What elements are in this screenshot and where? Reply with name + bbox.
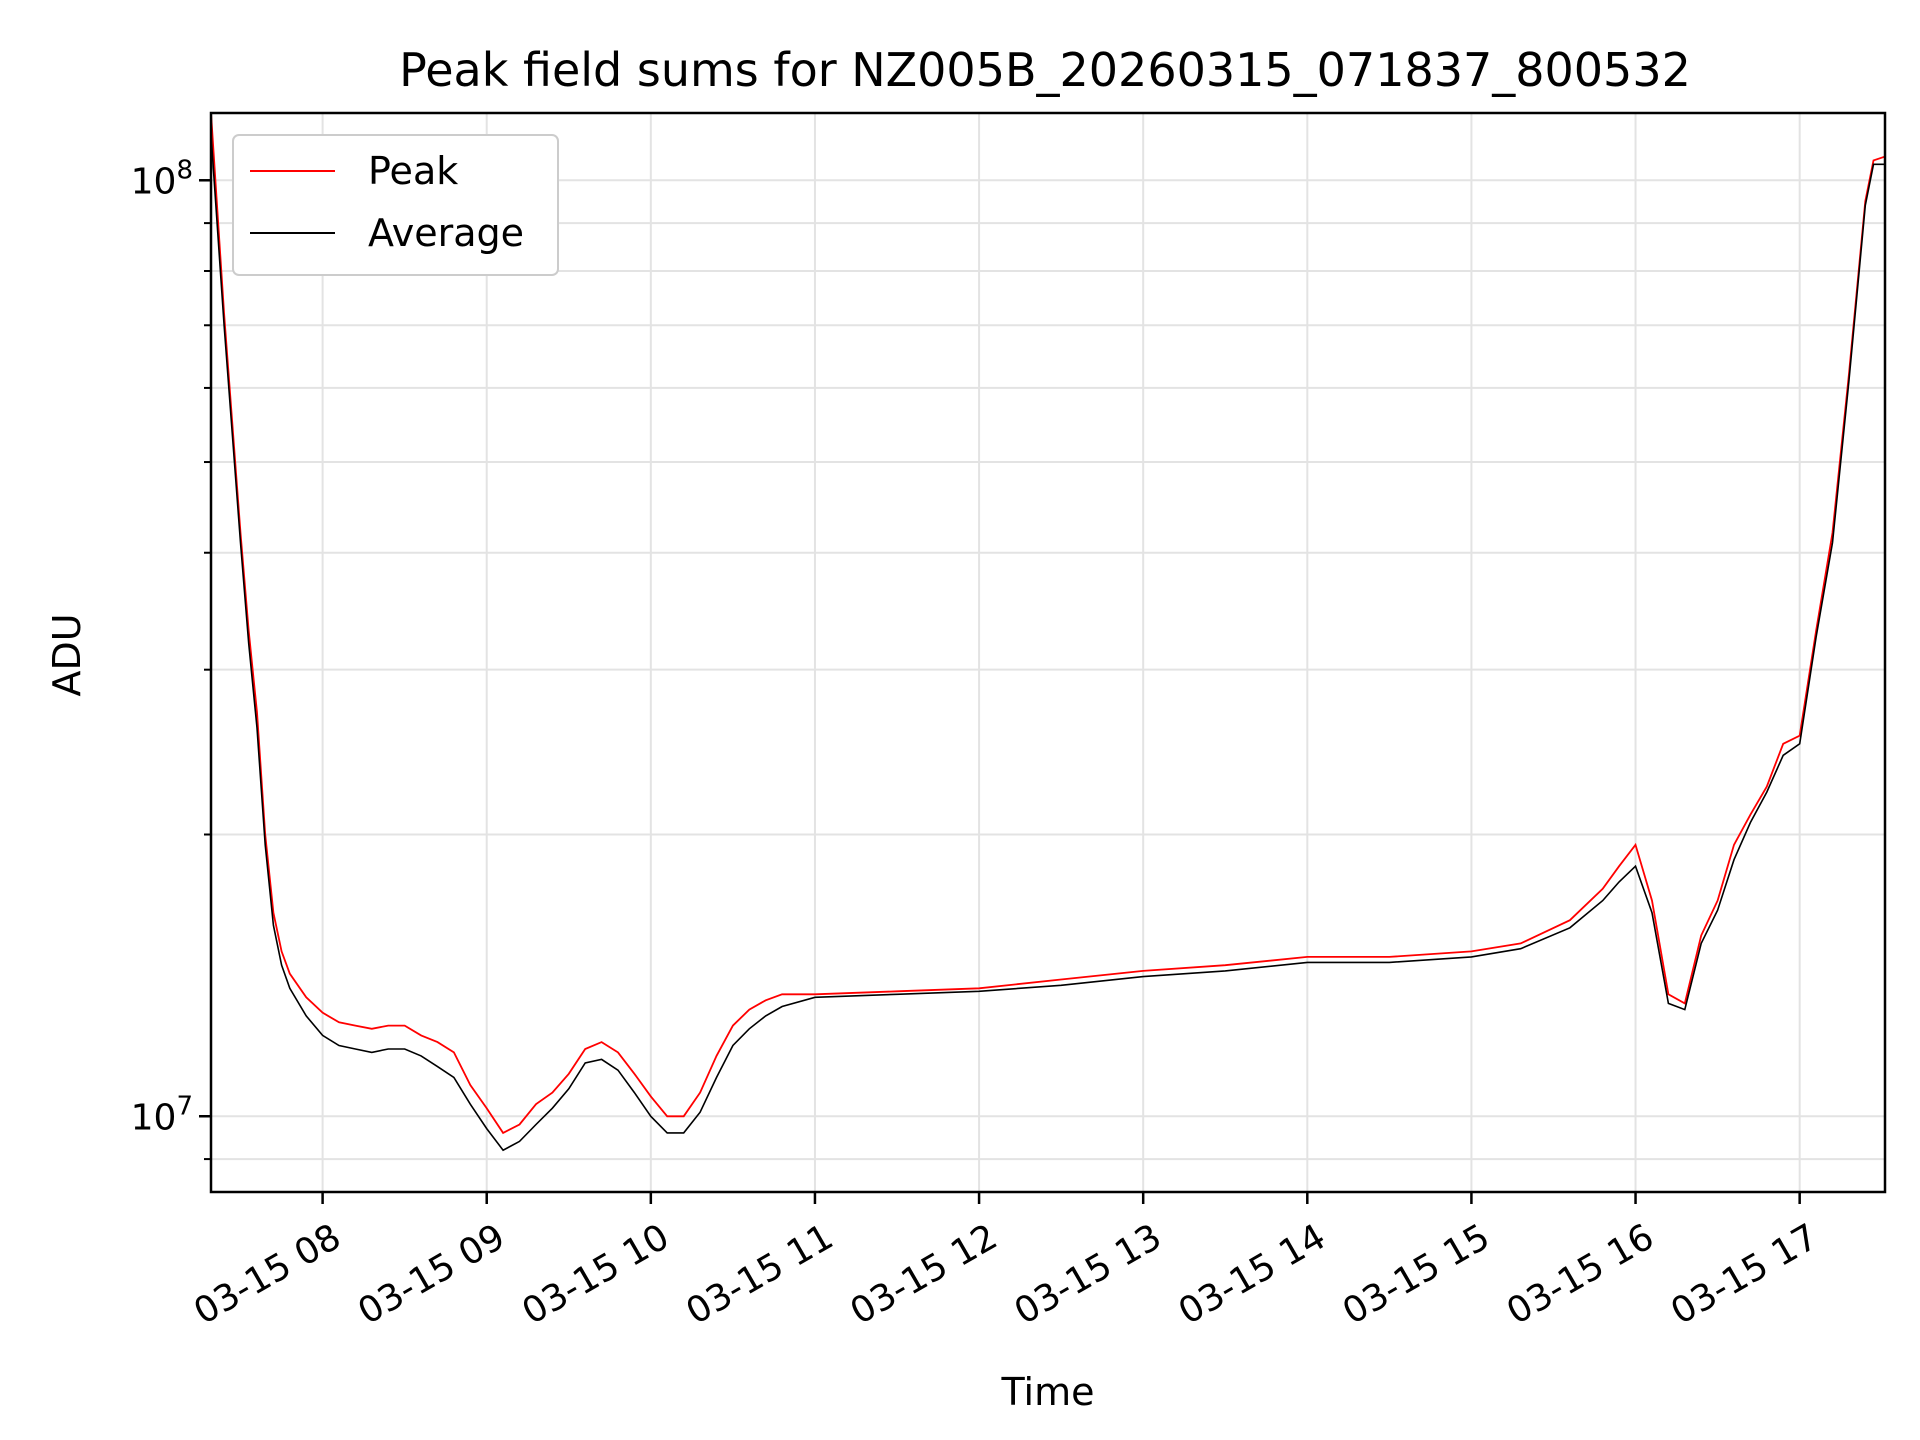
- y-axis-label: ADU: [45, 613, 89, 696]
- x-axis-label: Time: [1001, 1370, 1095, 1414]
- legend-label-peak: Peak: [368, 149, 458, 193]
- series-line-peak: [211, 113, 1885, 1135]
- plot-frame: [209, 111, 1887, 1194]
- y-tick-label: 108: [131, 155, 193, 202]
- y-axis-ticks: 107 108: [131, 155, 211, 1161]
- legend: Peak Average: [232, 134, 559, 276]
- plot-area: [211, 113, 1885, 1152]
- y-tick-label: 107: [131, 1091, 193, 1138]
- series-line-average: [211, 134, 1885, 1152]
- legend-label-average: Average: [368, 211, 524, 255]
- grid: [211, 113, 1885, 1192]
- chart-title: Peak field sums for NZ005B_20260315_0718…: [399, 43, 1691, 97]
